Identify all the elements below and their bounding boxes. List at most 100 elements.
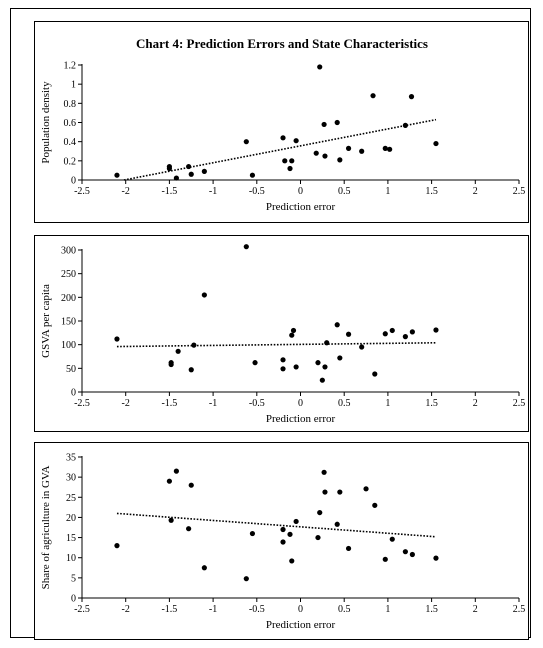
data-point — [249, 530, 256, 537]
chart-frame: Chart 4: Prediction Errors and State Cha… — [10, 8, 531, 640]
x-tick-label: -2 — [122, 398, 130, 409]
y-tick-label: 150 — [61, 317, 76, 328]
data-point — [334, 521, 340, 527]
x-tick-label: 0 — [298, 186, 303, 197]
x-axis-label: Prediction error — [266, 619, 336, 631]
data-point — [322, 364, 328, 370]
data-point — [243, 139, 249, 145]
x-tick-label: -2.5 — [74, 604, 90, 615]
data-point — [201, 565, 207, 571]
data-point — [372, 371, 378, 377]
data-point — [173, 175, 179, 181]
data-point — [315, 534, 321, 541]
x-tick-label: 2.5 — [513, 604, 526, 615]
data-point — [243, 576, 249, 582]
y-tick-label: 1 — [71, 80, 76, 91]
data-point — [321, 469, 327, 475]
x-tick-label: 0.5 — [338, 398, 351, 409]
data-point — [402, 122, 408, 128]
x-tick-label: -0.5 — [249, 186, 265, 197]
x-tick-label: 2.5 — [513, 186, 526, 197]
chart-title: Chart 4: Prediction Errors and State Cha… — [136, 36, 428, 51]
x-tick-label: 0.5 — [338, 186, 351, 197]
x-tick-label: 1.5 — [425, 398, 438, 409]
scatter-chart-share-of-agriculture: -2.5 -2 -1.5 -1 -0.5 0 0.5 1 1.5 2 2.5 0 5 10 15 20 25 30… — [40, 453, 526, 632]
data-point — [293, 138, 299, 144]
data-point — [201, 292, 207, 298]
data-point — [280, 539, 286, 545]
data-point — [280, 526, 286, 533]
data-point — [409, 551, 415, 558]
data-point — [324, 340, 330, 346]
data-point — [359, 344, 365, 350]
y-tick-label: 0.4 — [64, 137, 77, 148]
chart-panel-share-of-agriculture: -2.5 -2 -1.5 -1 -0.5 0 0.5 1 1.5 2 2.5 0 5 10 15 20 25 30… — [34, 442, 529, 640]
y-axis-label: GSVA per capita — [40, 284, 52, 358]
y-tick-label: 300 — [61, 246, 76, 257]
y-tick-label: 0.2 — [64, 156, 77, 167]
data-point — [114, 543, 120, 549]
data-point — [293, 364, 299, 370]
data-point — [173, 468, 179, 474]
data-point — [359, 148, 365, 154]
data-point — [280, 357, 286, 363]
x-tick-label: 1 — [385, 604, 390, 615]
data-point — [201, 168, 207, 174]
data-point — [188, 367, 194, 373]
data-point — [293, 518, 299, 525]
data-point — [315, 360, 321, 366]
x-tick-label: 0 — [298, 604, 303, 615]
data-point — [290, 327, 297, 334]
trend-line — [116, 512, 437, 538]
y-tick-label: 10 — [66, 553, 76, 564]
data-point — [289, 332, 295, 338]
data-point — [322, 489, 328, 495]
y-axis-label: Share of agriculture in GVA — [40, 466, 52, 590]
data-point — [243, 244, 249, 250]
y-tick-label: 20 — [66, 513, 76, 524]
data-point — [433, 555, 439, 561]
y-tick-label: 50 — [66, 364, 76, 375]
x-tick-label: 2 — [473, 604, 478, 615]
chart-panel-population-density: Chart 4: Prediction Errors and State Cha… — [34, 21, 529, 223]
data-point — [166, 165, 172, 172]
y-tick-label: 1.2 — [64, 61, 77, 72]
data-point — [191, 342, 197, 348]
y-tick-label: 5 — [71, 573, 76, 584]
data-point — [382, 556, 388, 562]
x-tick-label: 2.5 — [513, 398, 526, 409]
y-tick-label: 0 — [71, 388, 76, 399]
x-tick-label: -2 — [122, 604, 130, 615]
x-tick-label: -0.5 — [249, 604, 265, 615]
y-tick-label: 35 — [66, 453, 76, 464]
data-point — [337, 157, 343, 163]
data-point — [319, 377, 325, 383]
data-point — [252, 360, 258, 366]
x-tick-label: -0.5 — [249, 398, 265, 409]
data-point — [334, 119, 340, 126]
data-point — [372, 502, 378, 508]
data-point — [188, 482, 194, 488]
y-tick-label: 25 — [66, 493, 76, 504]
data-point — [287, 531, 293, 537]
data-point — [114, 336, 120, 342]
y-tick-label: 100 — [61, 340, 76, 351]
y-tick-label: 250 — [61, 269, 76, 280]
y-axis-label: Population density — [40, 81, 52, 164]
x-tick-label: 2 — [473, 398, 478, 409]
x-tick-label: 0.5 — [338, 604, 351, 615]
data-point — [321, 121, 327, 128]
data-point — [402, 549, 408, 555]
data-point — [345, 331, 352, 337]
data-point — [322, 153, 328, 159]
data-point — [334, 322, 340, 328]
data-point — [337, 355, 343, 361]
y-tick-label: 200 — [61, 293, 76, 304]
x-tick-label: 1.5 — [425, 604, 438, 615]
data-point — [313, 150, 319, 156]
data-point — [345, 545, 352, 552]
trend-line — [116, 341, 436, 348]
data-point — [188, 171, 194, 177]
y-tick-label: 0 — [71, 594, 76, 605]
x-tick-label: 1.5 — [425, 186, 438, 197]
